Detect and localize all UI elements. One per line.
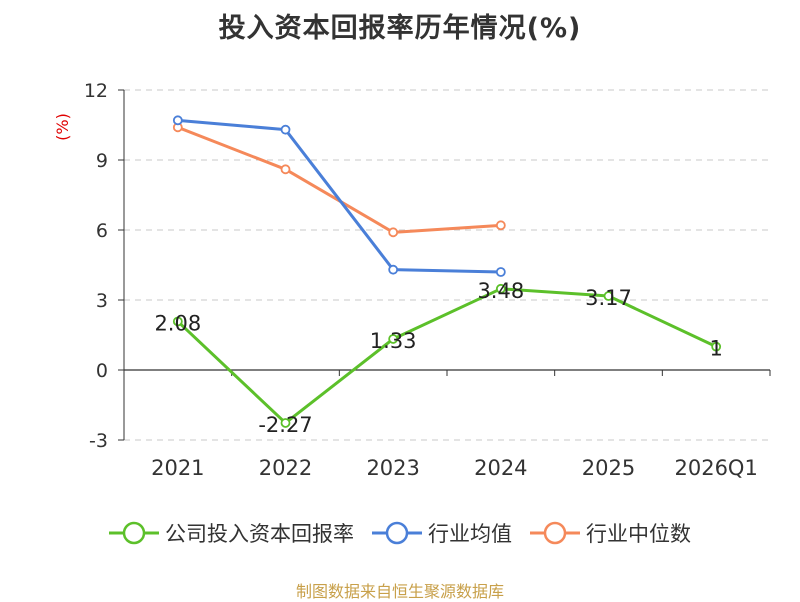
data-label: 3.17 (585, 286, 632, 310)
data-point (172, 115, 183, 126)
legend-label: 行业均值 (428, 522, 512, 546)
x-tick-label: 2025 (582, 456, 635, 480)
x-tick-label: 2022 (259, 456, 312, 480)
y-tick-label: 0 (96, 360, 108, 382)
x-tick-label: 2024 (474, 456, 527, 480)
y-tick-label: 3 (96, 290, 108, 312)
y-tick-label: -3 (89, 430, 108, 452)
series-line-0 (176, 287, 717, 425)
y-tick-label: 12 (84, 80, 108, 102)
series-line-2 (177, 125, 501, 234)
data-point (495, 283, 506, 294)
legend-label: 行业中位数 (586, 522, 691, 546)
data-point (495, 220, 506, 231)
series-line-1 (177, 118, 501, 274)
legend-marker-icon (109, 521, 159, 545)
source-note: 制图数据来自恒生聚源数据库 (295, 582, 504, 601)
legend-item-2[interactable]: 行业中位数 (530, 518, 691, 548)
legend-marker-icon (530, 521, 580, 545)
y-tick-label: 6 (96, 220, 108, 242)
x-tick-label: 2026Q1 (674, 456, 757, 480)
data-point (711, 341, 722, 352)
data-point (388, 227, 399, 238)
x-tick-label: 2023 (366, 456, 419, 480)
data-label: -2.27 (258, 413, 312, 437)
legend-item-0[interactable]: 公司投入资本回报率 (109, 518, 354, 548)
data-point (280, 124, 291, 135)
data-point (280, 418, 291, 428)
legend-item-1[interactable]: 行业均值 (372, 518, 512, 548)
data-point (172, 316, 183, 327)
data-point (388, 264, 399, 275)
chart-title: 投入资本回报率历年情况(%) (218, 13, 582, 44)
data-label: 1.33 (370, 329, 417, 353)
legend-marker-icon (372, 521, 422, 545)
data-point (280, 164, 291, 175)
data-label: 2.08 (154, 311, 201, 335)
y-axis-label: (%) (53, 113, 72, 141)
legend-label: 公司投入资本回报率 (165, 522, 354, 546)
data-label: 3.48 (477, 279, 524, 303)
data-label: 1 (709, 337, 722, 361)
legend: 公司投入资本回报率 行业均值 行业中位数 (0, 518, 800, 548)
data-point (603, 291, 614, 301)
x-tick-label: 2021 (151, 456, 204, 480)
data-point (495, 267, 506, 277)
y-tick-label: 9 (96, 150, 108, 172)
data-point (388, 334, 399, 344)
